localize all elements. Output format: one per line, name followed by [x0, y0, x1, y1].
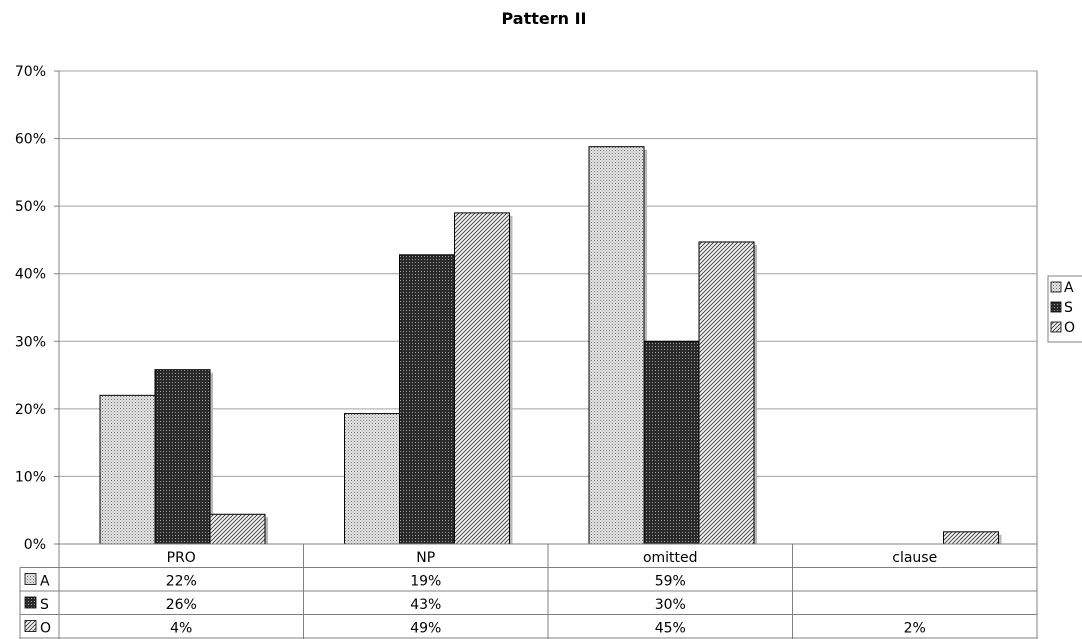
data-label: 2% — [904, 621, 926, 637]
y-tick-label: 20% — [15, 402, 46, 418]
x-tick-label: PRO — [167, 550, 196, 566]
data-label: 30% — [655, 597, 686, 613]
bar-O-clause — [943, 531, 999, 545]
legend-label: A — [1064, 280, 1074, 296]
bar-S-PRO — [154, 369, 211, 545]
table-series-label: O — [40, 621, 51, 637]
y-tick-label: 60% — [15, 132, 46, 148]
bar-A-PRO — [99, 394, 156, 545]
table-series-label: S — [40, 597, 49, 613]
data-label: 49% — [410, 621, 441, 637]
y-tick-label: 40% — [15, 267, 46, 283]
bar-S-omitted — [643, 340, 700, 545]
y-tick-label: 0% — [24, 537, 46, 553]
y-tick-label: 10% — [15, 469, 46, 485]
bar-O-PRO — [209, 513, 266, 545]
bar-O-NP — [454, 212, 510, 545]
legend-key — [1050, 281, 1062, 293]
y-axis: 0% 10% 20% 30% 40% 50% 60% 70% — [15, 64, 60, 553]
chart-title: Pattern II — [501, 9, 587, 28]
data-label: 4% — [170, 621, 192, 637]
legend-label: O — [1064, 320, 1075, 336]
data-label: 26% — [166, 597, 197, 613]
x-tick-label: clause — [892, 550, 937, 566]
y-tick-label: 70% — [15, 64, 46, 80]
data-label: 59% — [655, 574, 686, 590]
table-series-label: A — [40, 574, 50, 590]
table-legend-key — [24, 573, 37, 585]
x-tick-label: NP — [416, 550, 435, 566]
legend: ASO — [1047, 275, 1082, 343]
data-label: 22% — [166, 574, 197, 590]
data-label: 19% — [410, 574, 441, 590]
bar-A-NP — [344, 413, 400, 545]
bar-S-NP — [399, 254, 455, 545]
bar-A-omitted — [588, 146, 645, 545]
bars — [99, 146, 1002, 545]
table-legend-key — [24, 596, 37, 609]
data-label: 43% — [410, 597, 441, 613]
legend-label: S — [1064, 300, 1073, 316]
legend-key — [1050, 321, 1062, 333]
y-tick-label: 50% — [15, 199, 46, 215]
table-legend-key — [24, 620, 37, 632]
bar-O-omitted — [698, 241, 755, 545]
x-tick-label: omitted — [643, 550, 698, 566]
data-table: PRO NP omitted clause A 22% 19% 59% S 26% 43% 30% O 4… — [19, 543, 1038, 639]
y-tick-label: 30% — [15, 334, 46, 350]
data-label: 45% — [655, 621, 686, 637]
legend-key — [1050, 301, 1062, 313]
